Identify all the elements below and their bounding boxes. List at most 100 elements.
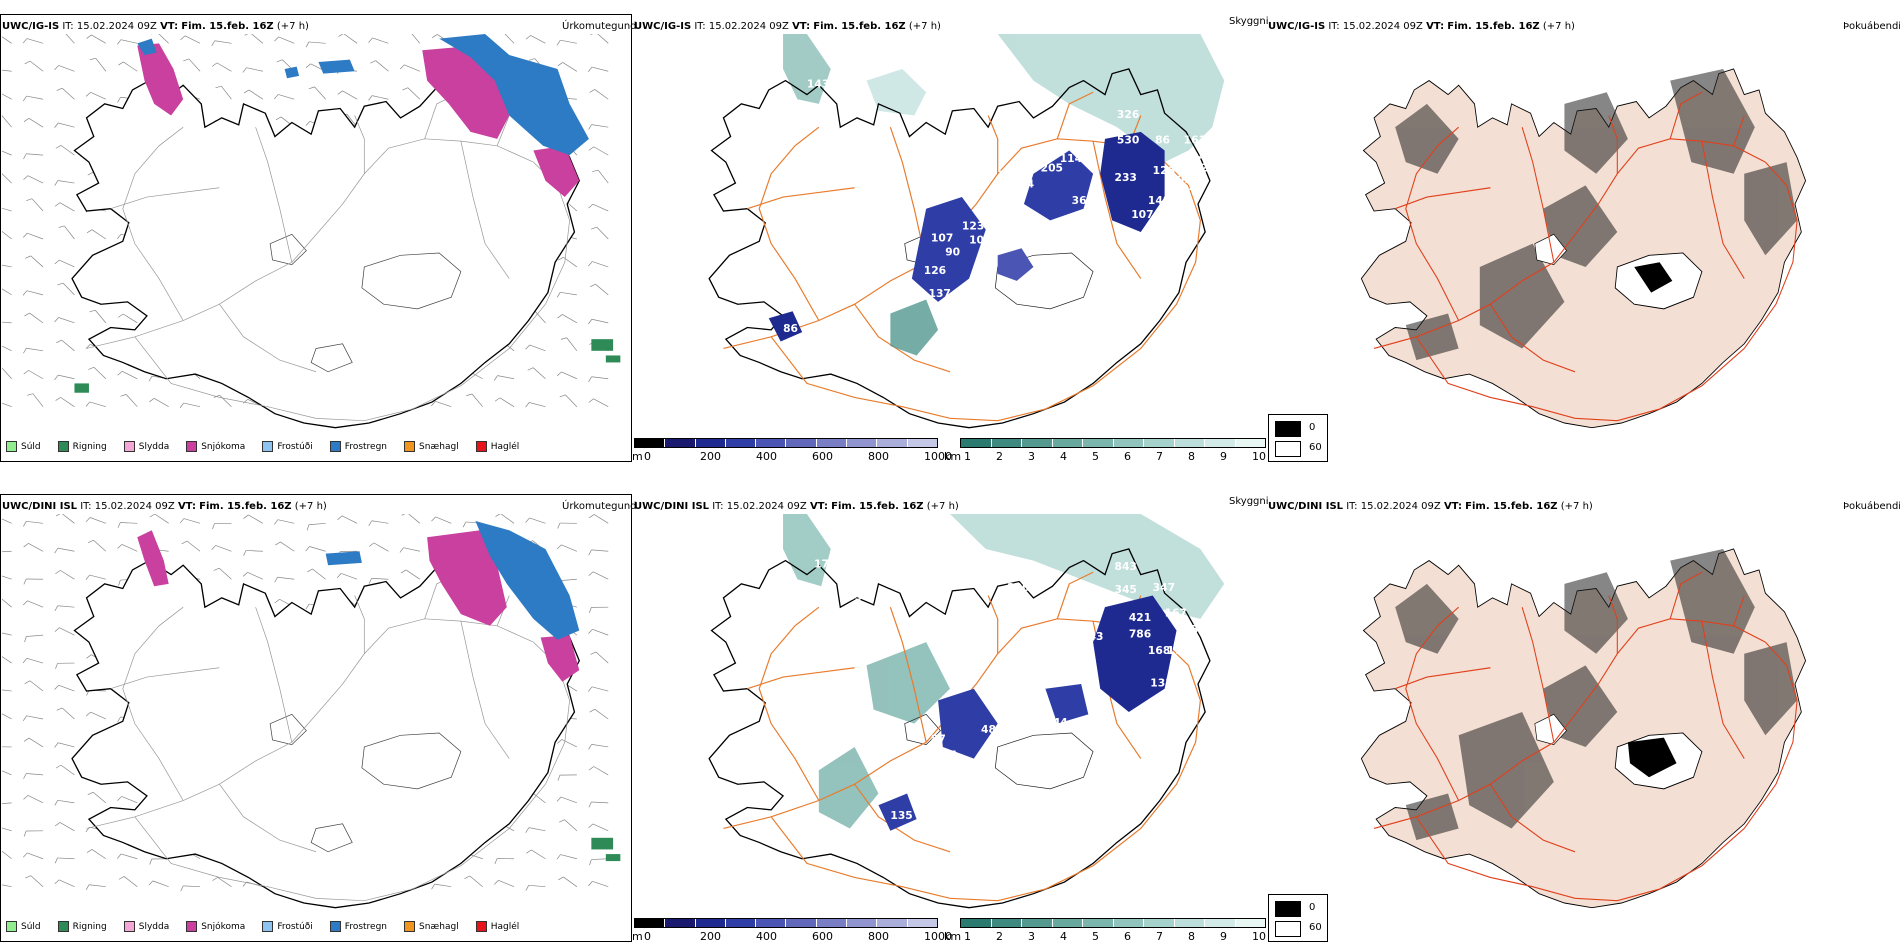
wind-barb [30, 255, 44, 268]
fog-label-0: 0 [1309, 422, 1316, 433]
wind-barb-feather [23, 118, 30, 122]
wind-barb [60, 764, 75, 776]
wind-barb [407, 87, 421, 100]
wind-barb-feather [556, 796, 562, 802]
wind-barb-feather [54, 374, 59, 381]
wind-barb-feather [557, 775, 561, 781]
wind-barb-feather [306, 524, 310, 531]
colorbar-tick: 800 [868, 450, 889, 463]
colorbar-tick: 6 [1124, 450, 1131, 463]
wind-barb-feather [431, 516, 436, 522]
wind-barb-feather [588, 744, 592, 750]
wind-barb-feather [589, 283, 596, 288]
wind-barb-feather [368, 542, 375, 547]
wind-barb [2, 550, 12, 553]
wind-barb-feather [87, 539, 94, 543]
model-name: UWC/IG-IS [2, 21, 60, 32]
ptype-header: UWC/DINI ISL IT: 15.02.2024 09Z VT: Fim.… [2, 501, 327, 512]
wind-barb-feather [211, 545, 216, 550]
wind-barb-feather [118, 61, 124, 66]
cloud-base-label: 233 [1115, 172, 1137, 184]
colorbar-swatch [1022, 439, 1053, 447]
wind-barb-feather [117, 313, 124, 318]
wind-barb-feather [54, 65, 59, 70]
wind-barb [591, 686, 609, 692]
wind-barb-feather [493, 880, 499, 885]
wind-barb [592, 881, 609, 888]
wind-barb-feather [274, 36, 279, 42]
colorbar-swatch [847, 919, 878, 927]
colorbar-tick: 5 [1092, 930, 1099, 943]
wind-barb-feather [243, 550, 247, 556]
wind-barb [218, 567, 232, 580]
wind-barb [28, 118, 44, 128]
colorbar-swatch [991, 439, 1022, 447]
wind-barb [534, 310, 546, 324]
colorbar-tick: 7 [1156, 450, 1163, 463]
wind-barb-feather [307, 568, 313, 573]
wind-barb [246, 67, 263, 72]
wind-barb-feather [399, 64, 405, 70]
wind-barb [560, 578, 577, 581]
wind-barb-feather [274, 94, 279, 100]
wind-barb [58, 742, 75, 748]
wind-barb-feather [592, 169, 599, 173]
wind-barb-feather [525, 885, 529, 891]
wind-barb [373, 542, 389, 552]
wind-barb-feather [590, 34, 593, 36]
wind-barb-feather [493, 375, 498, 381]
wind-barb [2, 402, 12, 408]
wind-barb [566, 337, 578, 352]
wind-barb-feather [118, 876, 125, 880]
wind-barb [2, 288, 12, 296]
wind-barb-feather [117, 39, 122, 45]
cloud-base-label: 84 [1019, 179, 1034, 191]
wind-barb-feather [275, 116, 282, 121]
wind-barb-feather [55, 514, 61, 517]
wind-barb-feather [431, 34, 438, 39]
wind-barb [27, 852, 44, 860]
wind-barb [371, 520, 389, 524]
wind-barb-feather [588, 66, 593, 72]
wind-barb [528, 827, 546, 832]
wind-barb-feather [24, 680, 31, 684]
wind-barb [57, 799, 75, 804]
wind-barb [60, 145, 75, 156]
colorbar-swatch [786, 919, 817, 927]
wind-barb-feather [25, 255, 31, 259]
legend-item-slydda: Slydda [123, 441, 169, 452]
wind-barb [277, 94, 295, 100]
wind-barb-feather [89, 57, 96, 61]
wind-barb [592, 823, 609, 832]
cloud-base-label: 172 [814, 559, 836, 571]
wind-barb [591, 318, 609, 324]
wind-barb-feather [336, 573, 342, 578]
colorbar-swatch [1174, 439, 1205, 447]
colorbar-swatch [877, 919, 908, 927]
wind-barb [343, 34, 358, 44]
wind-barb-feather [183, 58, 190, 62]
wind-barb-feather [54, 547, 59, 554]
wind-barb [591, 376, 609, 380]
wind-barb-feather [243, 398, 249, 404]
wind-barb-feather [117, 233, 122, 239]
wind-barb [31, 198, 44, 212]
colorbar-swatch [991, 919, 1022, 927]
colorbar-swatch [961, 439, 992, 447]
fog-field [1395, 548, 1798, 841]
cloud-base-label: 124 [912, 759, 934, 771]
wind-barb-feather [305, 603, 310, 610]
wind-barb [435, 516, 452, 524]
wind-barb [2, 575, 12, 580]
wind-barb [2, 367, 12, 379]
wind-barb [28, 370, 44, 380]
precip-snow [137, 530, 580, 682]
wind-barb-feather [23, 773, 27, 779]
wind-barb-feather [55, 764, 62, 769]
wind-barb-feather [55, 663, 58, 669]
wind-barb-feather [431, 401, 436, 407]
vt-value: Fim. 15.feb. 16Z [181, 21, 274, 32]
cloud-base-label: 126 [924, 265, 946, 277]
cloud-base-label: 200 [1007, 582, 1029, 594]
